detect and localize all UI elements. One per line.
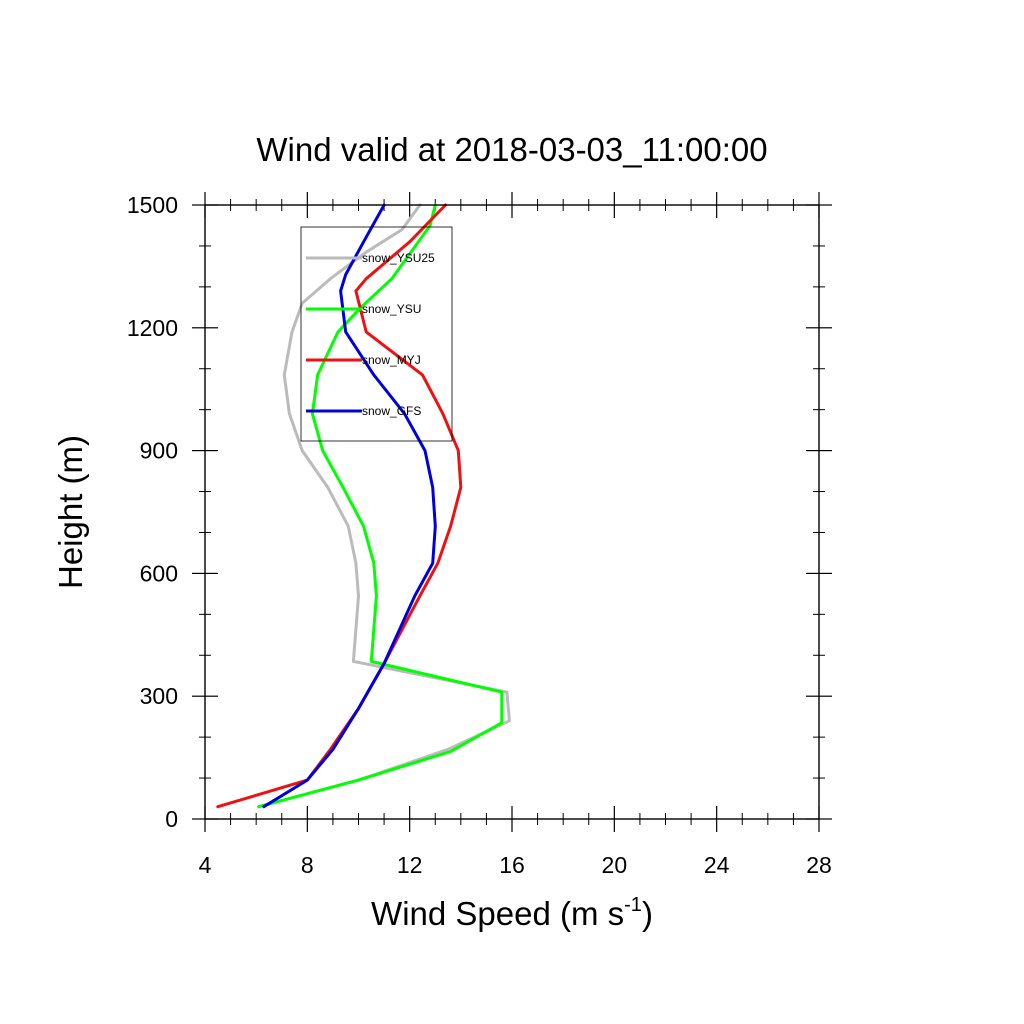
- x-tick-label: 24: [704, 852, 730, 878]
- axis-ticks: [192, 192, 832, 832]
- x-axis-label-superscript: -1: [624, 894, 642, 916]
- legend-label: snow_YSU: [362, 302, 421, 316]
- y-axis-label: Height (m): [52, 435, 89, 589]
- legend-label: snow_YSU25: [362, 251, 435, 265]
- x-tick-label: 8: [301, 852, 314, 878]
- x-axis-label-end: ): [642, 895, 653, 932]
- x-axis-label: Wind Speed (m s-1): [371, 894, 653, 932]
- legend: snow_YSU25 snow_YSU snow_MYJ snow_GFS: [300, 226, 453, 442]
- series-lines: [216, 203, 511, 809]
- legend-box: [300, 226, 453, 442]
- x-tick-label: 12: [397, 852, 423, 878]
- legend-label: snow_MYJ: [362, 353, 421, 367]
- y-tick-label: 300: [140, 683, 178, 709]
- x-tick-label: 20: [602, 852, 628, 878]
- x-axis-label-main: Wind Speed (m s: [371, 895, 624, 932]
- x-tick-label: 4: [199, 852, 212, 878]
- plot-frame: [204, 204, 820, 820]
- y-tick-label: 600: [140, 560, 178, 586]
- tick-labels: 4 8 12 16 20 24 28 0 300 600 900 1200 1500: [127, 192, 832, 878]
- series-line-snow-ysu25: [257, 203, 511, 809]
- y-tick-label: 1200: [127, 315, 178, 341]
- x-tick-label: 28: [806, 852, 832, 878]
- chart-title: Wind valid at 2018-03-03_11:00:00: [256, 131, 767, 168]
- y-tick-label: 900: [140, 438, 178, 464]
- y-tick-label: 1500: [127, 192, 178, 218]
- y-tick-label: 0: [165, 806, 178, 832]
- series-line-snow-ysu: [257, 203, 504, 809]
- series-line-snow-gfs: [262, 203, 437, 809]
- series-line-snow-myj: [216, 203, 463, 809]
- legend-label: snow_GFS: [362, 404, 421, 418]
- x-tick-label: 16: [499, 852, 525, 878]
